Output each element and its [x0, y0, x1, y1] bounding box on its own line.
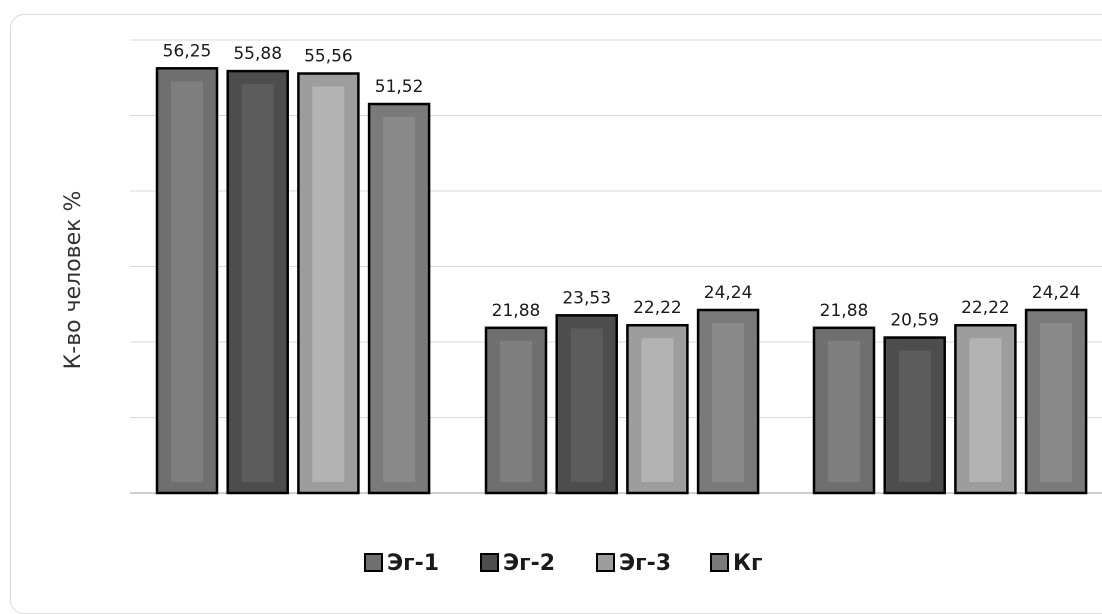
data-label: 51,52 — [375, 77, 424, 97]
data-label: 21,88 — [492, 301, 541, 321]
bar-group — [367, 102, 431, 495]
bar-group — [484, 326, 548, 495]
data-labels: 56,25 55,88 55,56 51,52 21,88 23,53 22,22 24,24… — [163, 41, 1081, 330]
legend-swatch — [364, 553, 383, 572]
bar-group — [155, 67, 219, 495]
legend-label: Эг-1 — [387, 551, 439, 576]
bar-inner-fill — [241, 84, 274, 482]
data-label: 22,22 — [961, 298, 1010, 318]
bar-inner-fill — [500, 340, 532, 482]
data-label: 55,88 — [233, 44, 282, 64]
bar-group — [226, 69, 289, 495]
data-label: 21,88 — [820, 301, 869, 321]
legend-label: Эг-3 — [619, 551, 671, 576]
legend-swatch — [710, 553, 729, 572]
bar-group — [1024, 308, 1088, 495]
bar-inner-fill — [312, 86, 345, 482]
bar-inner-fill — [383, 117, 416, 483]
data-label: 24,24 — [704, 283, 753, 303]
bar-group — [883, 336, 946, 495]
y-axis-label: К-во человек % — [61, 191, 86, 370]
bar-inner-fill — [828, 340, 860, 482]
legend-item: Эг-1 — [364, 551, 439, 576]
bar-group — [812, 326, 876, 495]
data-label: 23,53 — [562, 288, 611, 308]
bar-inner-fill — [712, 322, 745, 482]
legend-swatch — [480, 553, 499, 572]
legend-item: Эг-2 — [480, 551, 555, 576]
data-label: 22,22 — [633, 298, 682, 318]
bar-inner-fill — [898, 350, 931, 482]
legend-label: Кг — [733, 551, 762, 576]
legend-item: Кг — [710, 551, 762, 576]
legend-swatch — [596, 553, 615, 572]
bar-inner-fill — [570, 328, 603, 482]
legend-item: Эг-3 — [596, 551, 671, 576]
bar-group — [626, 323, 689, 495]
bar-chart: 56,25 55,88 55,56 51,52 21,88 23,53 22,22 24,24… — [61, 39, 1102, 576]
data-label: 55,56 — [304, 47, 353, 67]
bar-group — [696, 308, 760, 495]
legend: Эг-1 Эг-2 Эг-3 Кг — [364, 551, 762, 576]
data-label: 20,59 — [890, 311, 939, 331]
bar-group — [954, 323, 1017, 495]
bar-inner-fill — [1040, 322, 1073, 482]
bar-group — [555, 314, 618, 495]
bar-inner-fill — [171, 81, 203, 482]
bars — [155, 67, 1088, 495]
data-label: 56,25 — [163, 41, 212, 61]
legend-label: Эг-2 — [503, 551, 555, 576]
bar-inner-fill — [969, 338, 1002, 482]
bar-group — [297, 72, 360, 495]
data-label: 24,24 — [1032, 283, 1081, 303]
bar-inner-fill — [641, 338, 674, 482]
